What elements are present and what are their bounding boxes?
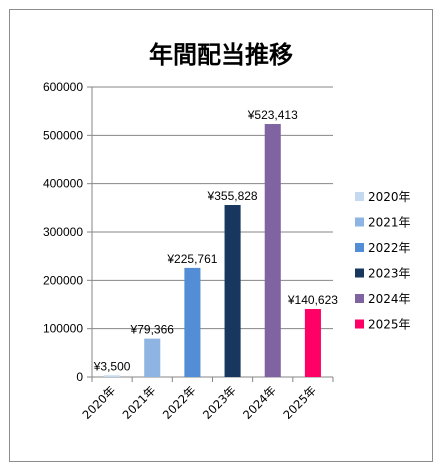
chart-title: 年間配当推移 — [149, 41, 293, 69]
legend-label: 2024年 — [368, 292, 411, 306]
bar-2023年 — [224, 205, 241, 377]
bar-2024年 — [264, 124, 281, 377]
x-tick-label: 2022年 — [160, 383, 199, 422]
data-label: ¥523,413 — [247, 108, 298, 122]
data-labels: ¥3,500 ¥79,366 ¥225,761 ¥355,828 ¥523,413 ¥14… — [93, 108, 339, 373]
bar-2020年 — [104, 375, 121, 377]
y-tick-label: 0 — [76, 370, 83, 384]
legend-swatch — [355, 268, 364, 278]
x-tick-label: 2024年 — [240, 383, 279, 422]
axes — [87, 86, 334, 382]
y-tick-label: 400000 — [43, 177, 83, 191]
legend-swatch — [355, 319, 364, 329]
data-label: ¥3,500 — [93, 359, 131, 373]
y-tick-label: 200000 — [43, 273, 83, 287]
data-label: ¥355,828 — [207, 189, 258, 203]
legend-label: 2023年 — [368, 267, 411, 281]
chart-frame — [9, 9, 433, 462]
gridlines — [92, 86, 333, 330]
legend-label: 2021年 — [368, 216, 411, 230]
bar-2022年 — [184, 267, 201, 377]
x-tick-label: 2020年 — [79, 383, 118, 422]
x-tick-label: 2023年 — [200, 383, 239, 422]
data-label: ¥79,366 — [130, 323, 175, 337]
legend-swatch — [355, 294, 364, 303]
legend-label: 2025年 — [368, 318, 411, 332]
bars — [104, 124, 321, 377]
data-label: ¥225,761 — [166, 252, 217, 266]
y-tick-label: 100000 — [43, 322, 83, 336]
legend: 2020年 2021年 2022年 2023年 2024年 2025年 — [355, 190, 411, 332]
x-tick-labels: 2020年 2021年 2022年 2023年 2024年 2025年 — [79, 383, 319, 422]
y-tick-label: 500000 — [43, 128, 83, 142]
legend-label: 2020年 — [368, 190, 411, 204]
legend-swatch — [355, 217, 364, 227]
y-tick-labels: 0 100000 200000 300000 400000 500000 600000 — [43, 80, 83, 384]
x-tick-label: 2021年 — [120, 383, 159, 422]
legend-label: 2022年 — [368, 241, 411, 255]
y-tick-label: 300000 — [43, 225, 83, 239]
bar-2025年 — [304, 309, 321, 377]
legend-swatch — [355, 243, 364, 252]
legend-swatch — [355, 192, 364, 201]
y-tick-label: 600000 — [43, 80, 83, 94]
x-tick-label: 2025年 — [280, 383, 319, 422]
bar-2021年 — [144, 338, 161, 377]
data-label: ¥140,623 — [287, 293, 338, 307]
